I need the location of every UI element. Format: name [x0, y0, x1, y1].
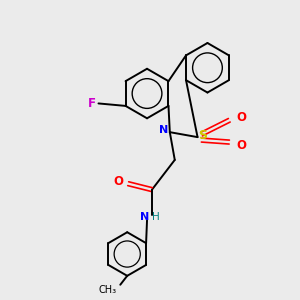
Text: N: N: [140, 212, 150, 222]
Text: O: O: [236, 111, 246, 124]
Text: CH₃: CH₃: [98, 285, 116, 295]
Text: O: O: [236, 139, 246, 152]
Text: S: S: [198, 129, 207, 142]
Text: H: H: [152, 212, 160, 222]
Text: N: N: [159, 125, 169, 135]
Text: F: F: [88, 97, 95, 110]
Text: O: O: [113, 175, 123, 188]
